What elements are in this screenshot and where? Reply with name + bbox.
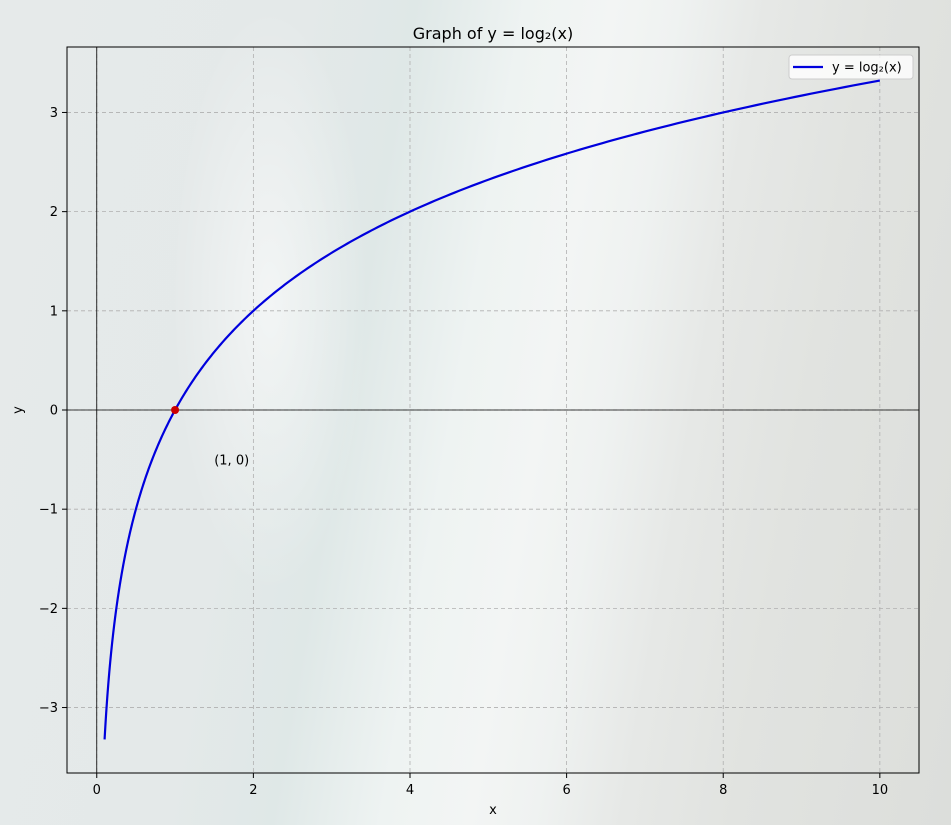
chart-title: Graph of y = log₂(x) xyxy=(413,24,573,43)
x-tick-label: 2 xyxy=(249,783,257,798)
legend-label: y = log₂(x) xyxy=(832,61,902,76)
y-tick-label: 2 xyxy=(50,205,58,220)
x-tick-label: 4 xyxy=(406,783,414,798)
y-tick-label: −2 xyxy=(39,602,58,617)
y-tick-label: 1 xyxy=(50,304,58,319)
points-layer xyxy=(171,406,180,414)
y-tick-label: 0 xyxy=(50,404,58,419)
zero-lines xyxy=(67,47,919,773)
y-tick-label: 3 xyxy=(50,106,58,121)
y-tick-label: −3 xyxy=(39,701,58,716)
highlight-point xyxy=(171,406,180,414)
y-tick-label: −1 xyxy=(39,503,58,518)
x-tick-label: 6 xyxy=(562,783,570,798)
x-tick-label: 8 xyxy=(719,783,727,798)
legend: y = log₂(x) xyxy=(788,54,914,80)
y-axis-label: y xyxy=(11,406,26,414)
x-axis-label: x xyxy=(489,803,497,818)
point-annotation: (1, 0) xyxy=(214,454,249,469)
x-tick-label: 10 xyxy=(872,783,889,798)
ticks: 0 2 4 6 8 10 −3 −2 −1 0 1 2 3 xyxy=(39,106,888,798)
legend-box xyxy=(788,54,914,80)
x-tick-label: 0 xyxy=(93,783,101,798)
